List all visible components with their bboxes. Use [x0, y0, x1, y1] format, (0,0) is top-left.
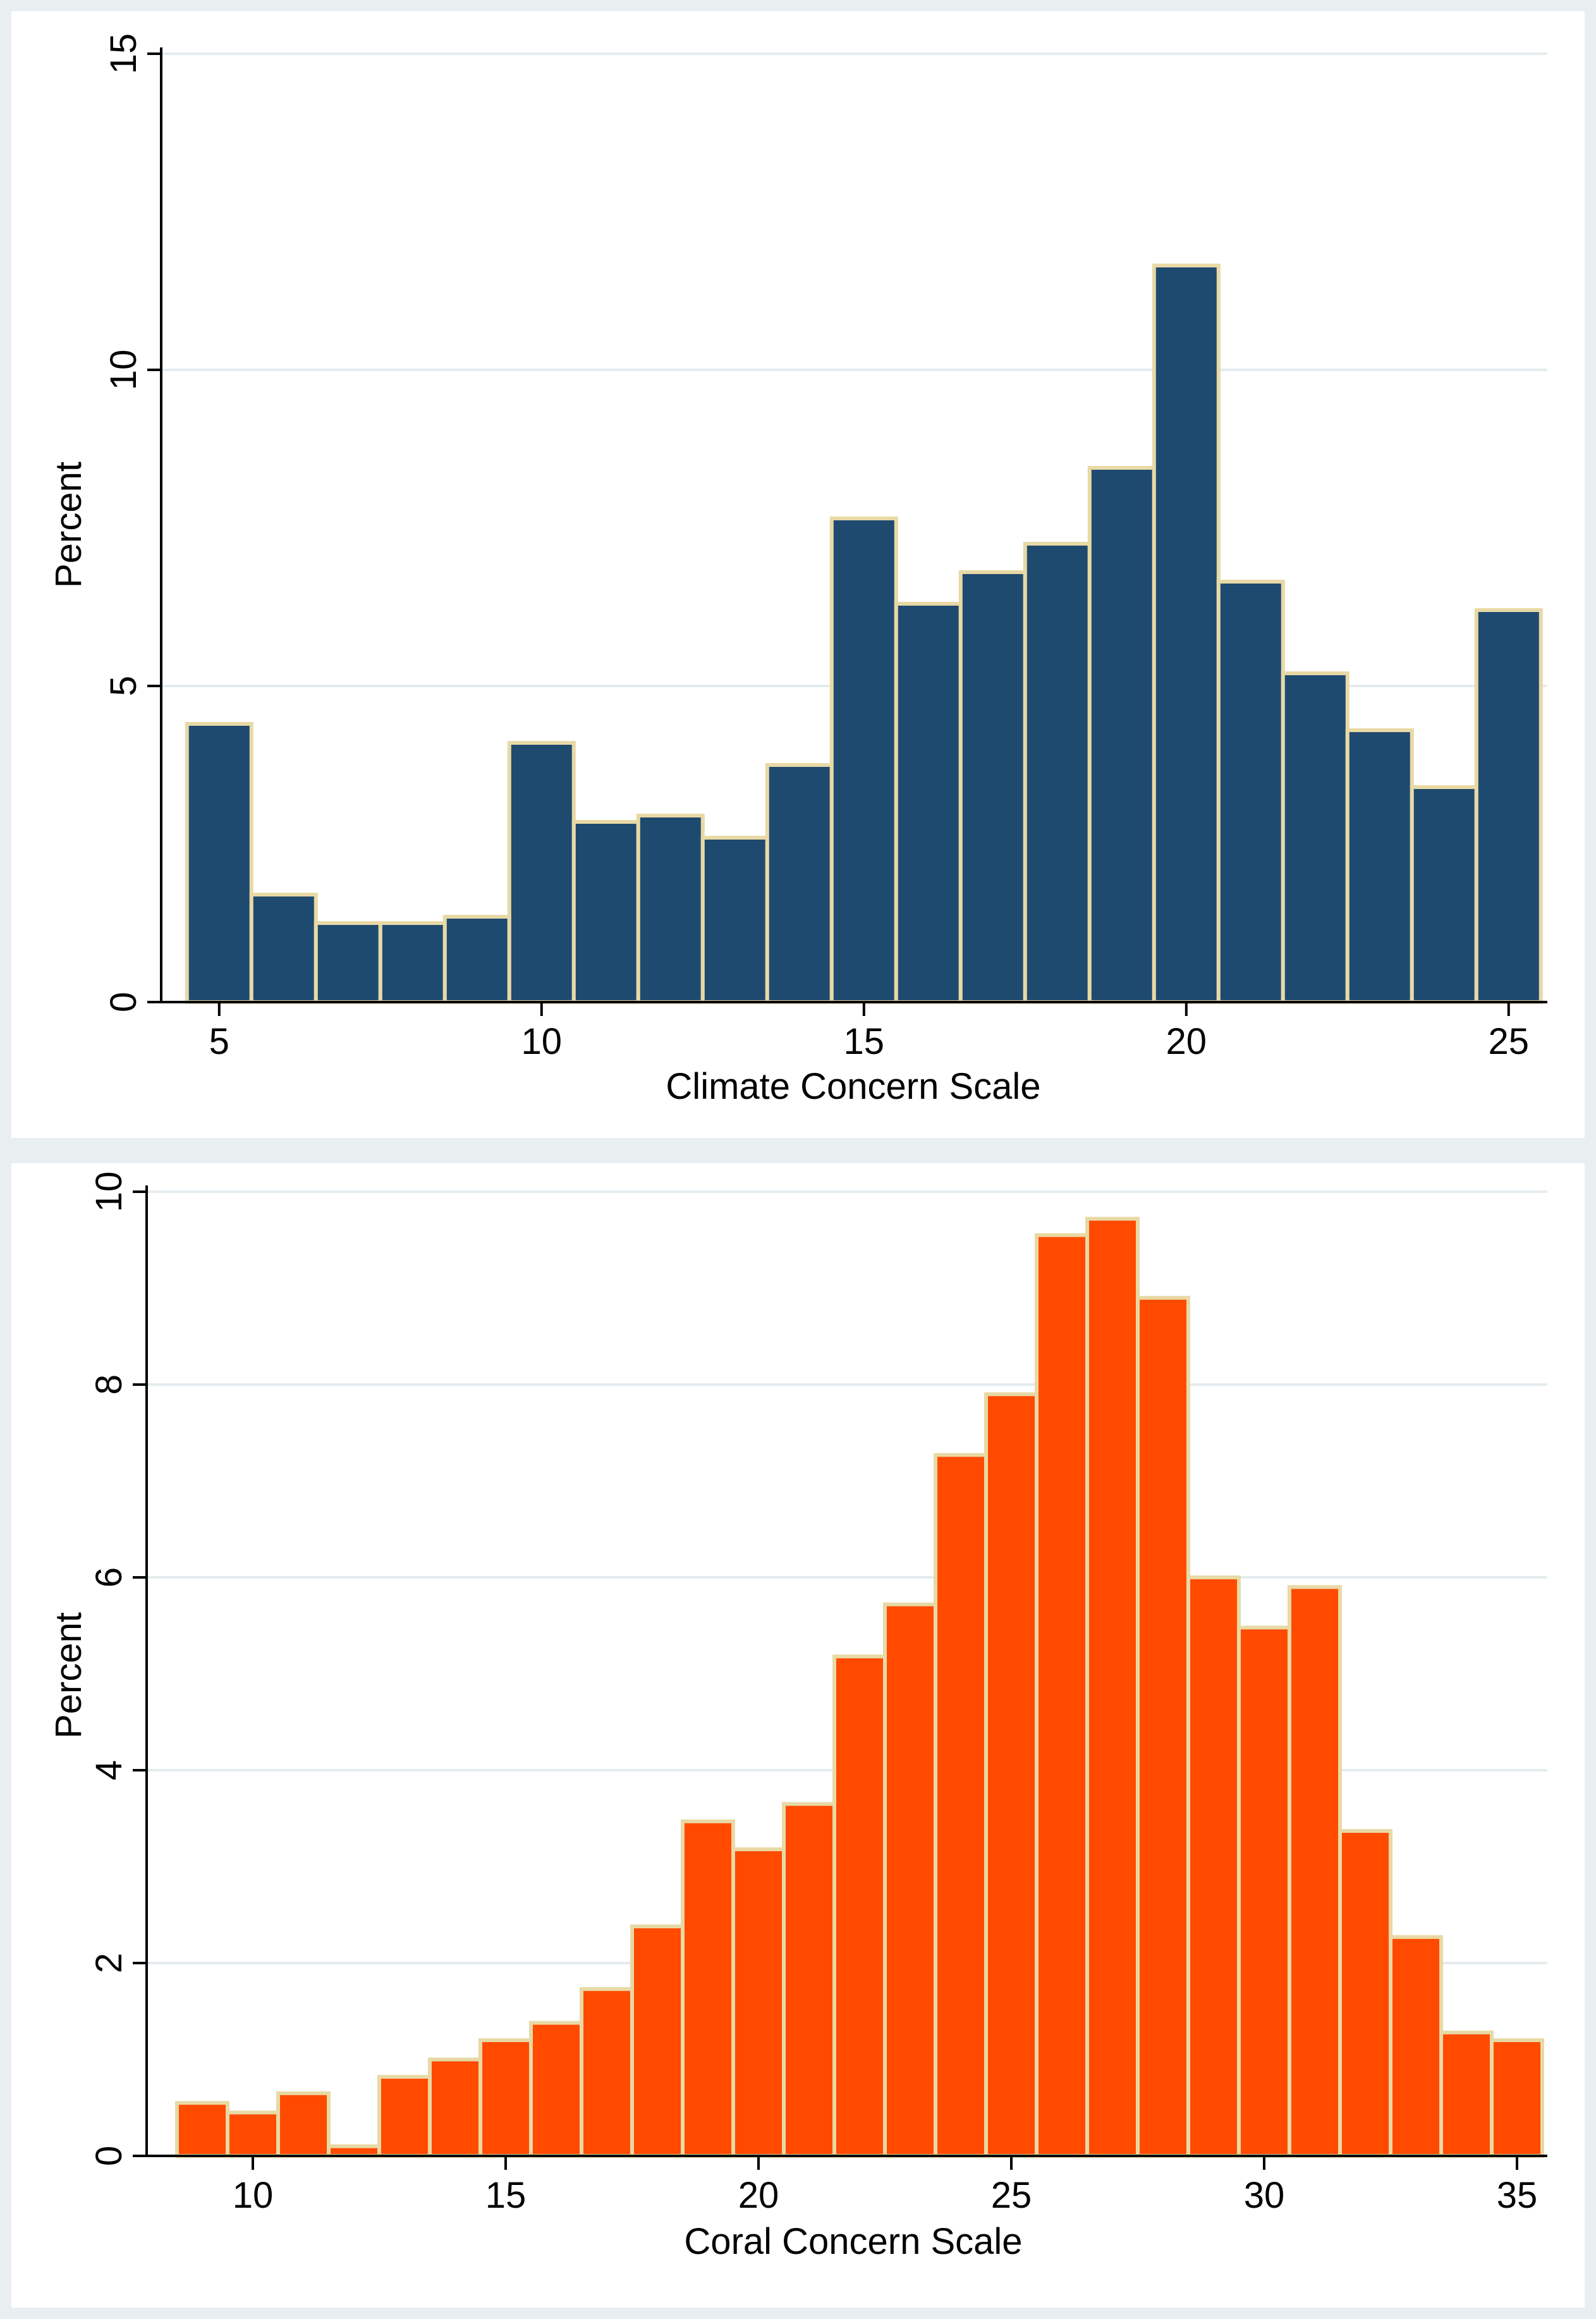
coral-x-tick-label: 30	[1244, 2175, 1285, 2216]
coral-y-ticks: 0 2 4 6 8 10	[88, 1172, 147, 2166]
coral-bar	[1237, 1625, 1291, 2158]
coral-x-tick-label: 20	[738, 2175, 779, 2216]
coral-bar	[883, 1602, 937, 2158]
coral-bar	[1288, 1585, 1342, 2158]
climate-y-ticks: 0 5 10 15	[103, 34, 161, 1012]
climate-x-tick-label: 25	[1489, 1021, 1530, 1062]
coral-bar	[1389, 1935, 1443, 2158]
climate-bar	[1345, 728, 1414, 1004]
climate-bar	[894, 602, 963, 1004]
coral-bar	[1136, 1295, 1190, 2158]
climate-x-tick-label: 15	[844, 1021, 885, 1062]
climate-x-tick-label: 20	[1166, 1021, 1207, 1062]
coral-bar	[782, 1802, 836, 2158]
climate-x-axis-title: Climate Concern Scale	[666, 1066, 1040, 1107]
coral-y-tick-label: 6	[88, 1567, 130, 1588]
coral-y-tick-label: 4	[88, 1760, 130, 1780]
coral-bar	[428, 2057, 482, 2158]
climate-bar	[378, 921, 447, 1004]
climate-bar	[1152, 264, 1221, 1004]
climate-y-tick-label: 0	[103, 992, 144, 1012]
coral-x-ticks: 10 15 20 25 30 35	[233, 2156, 1538, 2216]
coral-y-tick-label: 0	[88, 2146, 130, 2166]
coral-concern-histogram: 0 2 4 6 8 10 10 15 20 25 30 35 Coral Concern Scale…	[11, 1163, 1585, 2308]
climate-x-tick-label: 5	[209, 1021, 229, 1062]
coral-bar	[630, 1924, 685, 2158]
coral-bar	[276, 2091, 331, 2158]
coral-y-tick-label: 10	[88, 1172, 130, 1213]
coral-bar	[478, 2038, 533, 2158]
coral-x-tick-label: 15	[485, 2175, 527, 2216]
climate-bar	[442, 915, 511, 1004]
climate-bar	[571, 820, 640, 1004]
coral-bar	[1338, 1829, 1392, 2158]
climate-bar	[1023, 542, 1092, 1004]
climate-bar	[1216, 580, 1285, 1004]
climate-bar	[249, 893, 318, 1004]
coral-bar	[175, 2101, 229, 2158]
coral-bars	[175, 1216, 1544, 2158]
climate-y-tick-label: 10	[103, 350, 144, 391]
climate-y-tick-label: 5	[103, 676, 144, 696]
climate-x-tick-label: 10	[521, 1021, 563, 1062]
climate-bar	[1087, 466, 1156, 1004]
coral-bar	[731, 1847, 786, 2158]
coral-bar	[529, 2021, 583, 2158]
coral-bar	[1085, 1216, 1140, 2158]
climate-bar	[507, 741, 576, 1004]
climate-bar	[1281, 671, 1349, 1004]
coral-bar	[1439, 2030, 1494, 2158]
coral-bar	[1035, 1233, 1089, 2158]
climate-bars	[185, 264, 1543, 1004]
coral-bar	[327, 2144, 381, 2158]
coral-bar	[580, 1987, 634, 2158]
coral-bar	[1490, 2038, 1544, 2158]
climate-y-axis-title: Percent	[48, 462, 89, 588]
coral-bar	[984, 1392, 1039, 2158]
coral-bar	[832, 1655, 887, 2158]
climate-bar	[185, 722, 253, 1004]
coral-x-axis-title: Coral Concern Scale	[684, 2221, 1022, 2262]
climate-bar	[1474, 608, 1543, 1004]
coral-bar	[681, 1819, 735, 2158]
climate-y-tick-label: 15	[103, 34, 144, 75]
climate-concern-histogram: 0 5 10 15 5 10 15 20 25 Climate Concern Scale P…	[11, 11, 1585, 1138]
coral-y-axis-title: Percent	[48, 1612, 89, 1739]
climate-bar	[765, 763, 834, 1004]
coral-x-tick-label: 25	[991, 2175, 1032, 2216]
climate-bar	[1410, 785, 1478, 1004]
coral-y-tick-label: 8	[88, 1374, 130, 1395]
coral-y-tick-label: 2	[88, 1953, 130, 1973]
coral-x-tick-label: 10	[233, 2175, 274, 2216]
climate-bar	[636, 814, 705, 1004]
climate-bar	[700, 836, 769, 1004]
coral-bar	[934, 1453, 988, 2158]
coral-bar	[1186, 1576, 1241, 2158]
climate-bar	[314, 921, 382, 1004]
climate-x-ticks: 5 10 15 20 25	[209, 1002, 1529, 1062]
climate-bar	[958, 570, 1027, 1004]
coral-bar	[226, 2110, 280, 2158]
climate-bar	[829, 517, 898, 1004]
coral-bar	[377, 2074, 432, 2158]
coral-x-tick-label: 35	[1497, 2175, 1538, 2216]
